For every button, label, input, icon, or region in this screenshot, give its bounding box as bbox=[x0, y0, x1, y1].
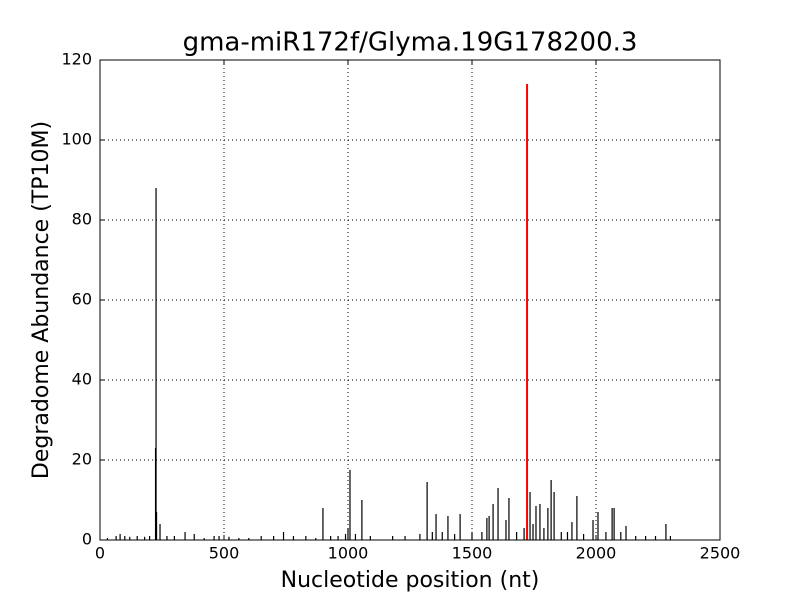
x-tick-label: 0 bbox=[95, 544, 105, 563]
y-tick-label: 100 bbox=[61, 130, 92, 149]
x-tick-label: 1000 bbox=[328, 544, 369, 563]
y-tick-label: 0 bbox=[82, 530, 92, 549]
x-tick-label: 2500 bbox=[700, 544, 741, 563]
y-tick-label: 60 bbox=[72, 290, 92, 309]
chart-title: gma-miR172f/Glyma.19G178200.3 bbox=[183, 28, 638, 58]
x-tick-label: 2000 bbox=[576, 544, 617, 563]
y-tick-label: 120 bbox=[61, 50, 92, 69]
y-tick-label: 40 bbox=[72, 370, 92, 389]
plot-frame bbox=[99, 59, 721, 541]
y-tick-label: 20 bbox=[72, 450, 92, 469]
x-axis-label: Nucleotide position (nt) bbox=[281, 568, 540, 593]
y-tick-label: 80 bbox=[72, 210, 92, 229]
x-tick-label: 1500 bbox=[452, 544, 493, 563]
x-tick-label: 500 bbox=[209, 544, 240, 563]
y-axis-label: Degradome Abundance (TP10M) bbox=[29, 121, 54, 479]
